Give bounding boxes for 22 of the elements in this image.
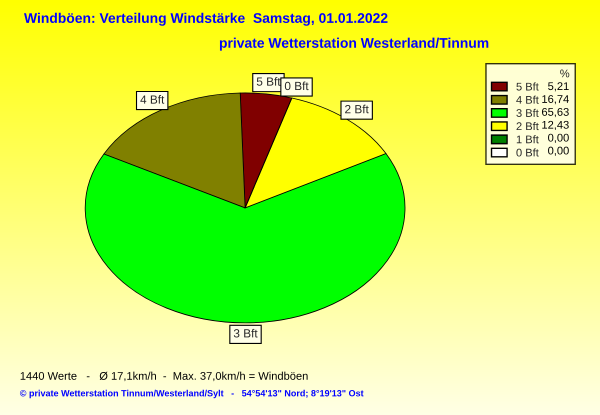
text: 0,00 — [548, 146, 569, 156]
slice-label: 2 Bft — [345, 104, 369, 114]
text: 1440 Werte - Ø 17,1km/h - Max. 37,0km/h = Windböen — [20, 372, 308, 382]
text: 0 Bft — [516, 148, 539, 157]
text: © private Wetterstation Tinnum/Westerland/Sylt - 54°54'13" Nord; 8°19'13" Ost — [20, 390, 364, 398]
legend-label: 2 Bft — [516, 122, 539, 130]
legend-title: % — [560, 70, 570, 78]
chart-title: Windböen: Verteilung Windstärke Samstag, 01.01.2022 — [24, 12, 388, 26]
category-label: 3 Bft — [234, 328, 258, 338]
slice-label: 5 Bft — [256, 77, 280, 86]
legend-label: 5 Bft — [516, 82, 539, 91]
slice-label: 4 Bft — [140, 95, 164, 104]
data-label: 65,63 — [542, 108, 569, 118]
legend-label: 3 Bft — [516, 108, 539, 117]
legend-label: 0 Bft — [284, 82, 309, 90]
text: 0,00 — [548, 134, 569, 143]
legend-label: 1 Bft — [516, 135, 539, 144]
legend-label: 4 Bft — [516, 96, 539, 104]
chart-subtitle: private Wetterstation Westerland/Tinnum — [220, 38, 488, 51]
data-label: 16,74 — [542, 95, 569, 104]
data-label: 12,43 — [542, 120, 569, 130]
data-label: 5,21 — [548, 82, 569, 92]
